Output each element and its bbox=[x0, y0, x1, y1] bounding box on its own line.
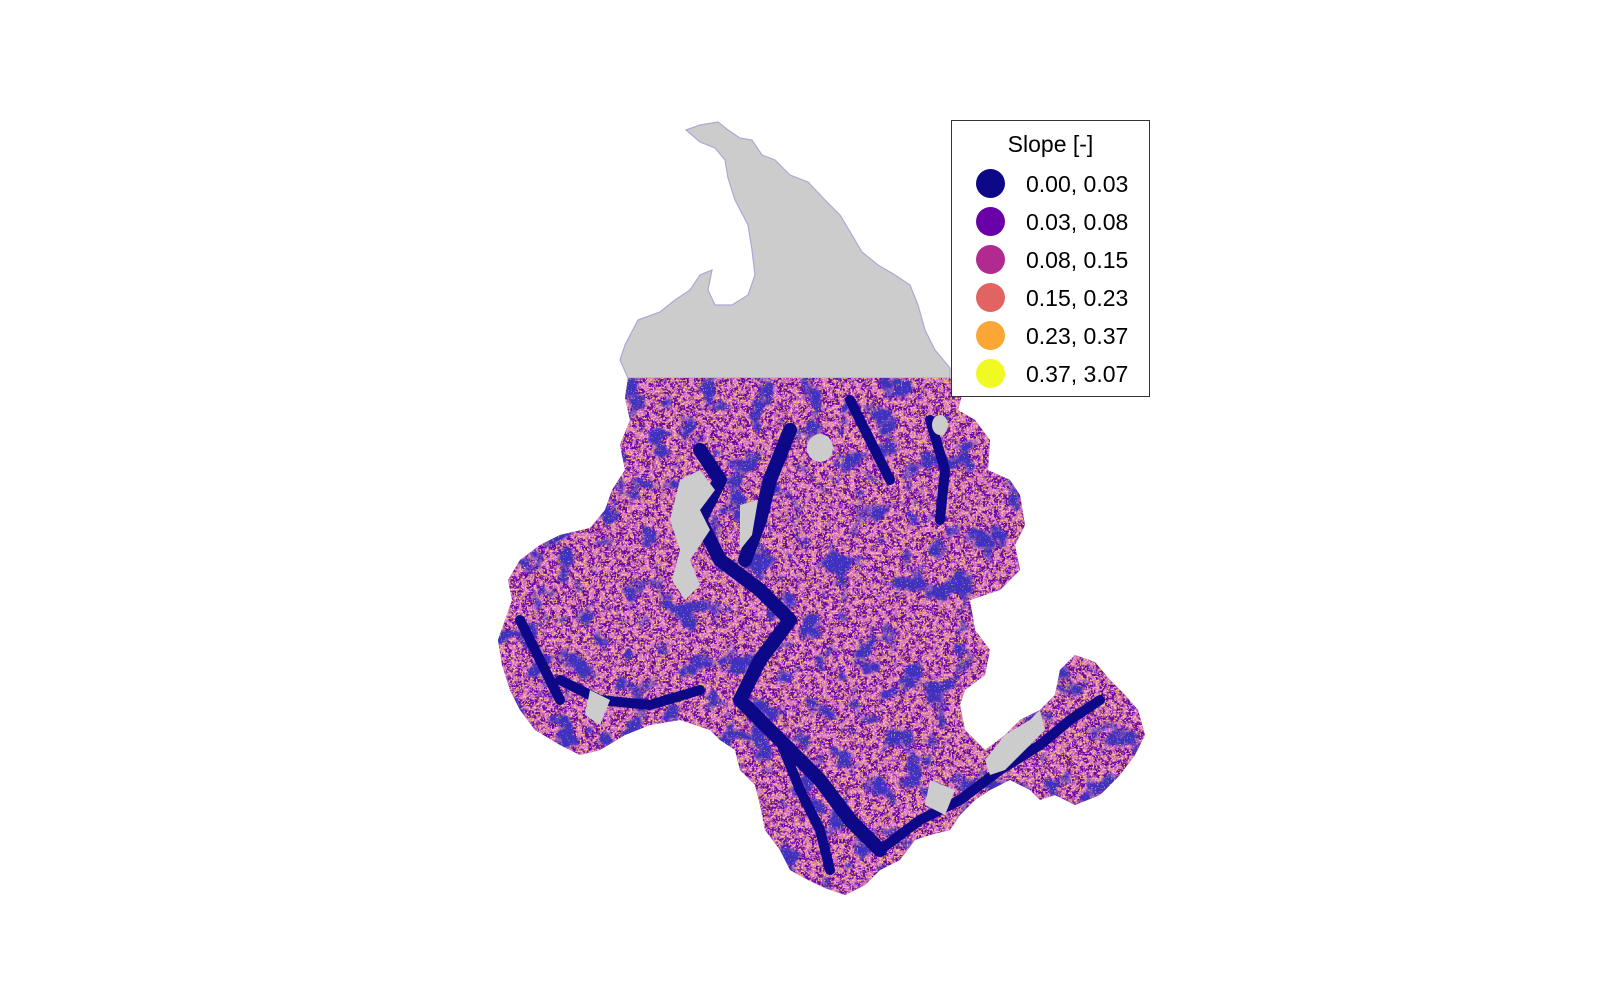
slope-raster bbox=[498, 378, 1145, 895]
legend-swatch bbox=[976, 283, 1005, 312]
legend-label: 0.00, 0.03 bbox=[1026, 171, 1129, 197]
legend-item: 0.23, 0.37 bbox=[952, 317, 1149, 355]
legend-title: Slope [-] bbox=[1007, 131, 1094, 157]
legend-item: 0.00, 0.03 bbox=[952, 165, 1149, 203]
legend-swatch bbox=[976, 169, 1005, 198]
legend-swatch bbox=[976, 321, 1005, 350]
legend-label: 0.03, 0.08 bbox=[1026, 209, 1129, 235]
legend: Slope [-] 0.00, 0.03 0.03, 0.08 0.08, 0.… bbox=[951, 120, 1150, 397]
legend-item: 0.15, 0.23 bbox=[952, 279, 1149, 317]
river-corridor bbox=[985, 710, 1045, 775]
legend-item: 0.03, 0.08 bbox=[952, 203, 1149, 241]
legend-label: 0.23, 0.37 bbox=[1026, 323, 1129, 349]
legend-swatch bbox=[976, 359, 1005, 388]
legend-items: 0.00, 0.03 0.03, 0.08 0.08, 0.15 0.15, 0… bbox=[952, 165, 1149, 393]
legend-item: 0.08, 0.15 bbox=[952, 241, 1149, 279]
legend-label: 0.15, 0.23 bbox=[1026, 285, 1129, 311]
legend-label: 0.37, 3.07 bbox=[1026, 361, 1129, 387]
legend-label: 0.08, 0.15 bbox=[1026, 247, 1129, 273]
catchment-area bbox=[619, 121, 951, 379]
legend-swatch bbox=[976, 245, 1005, 274]
legend-item: 0.37, 3.07 bbox=[952, 355, 1149, 393]
legend-swatch bbox=[976, 207, 1005, 236]
